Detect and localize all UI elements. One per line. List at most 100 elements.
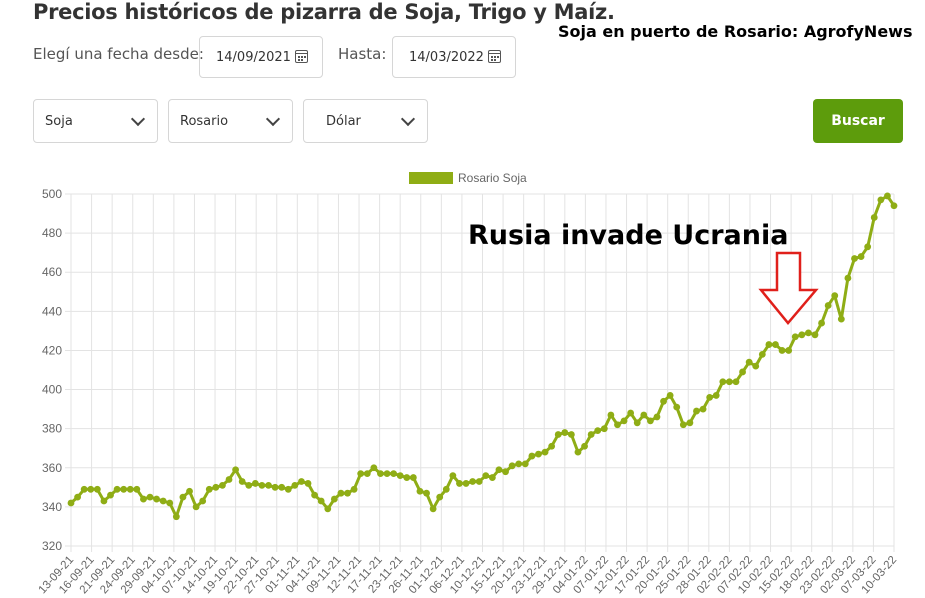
data-point [805,329,812,337]
legend-swatch [409,172,453,184]
data-point [844,274,852,282]
data-point [93,485,101,493]
data-point [831,292,839,300]
data-point [778,347,786,354]
data-point [745,358,753,366]
product-select-value: Soja [45,114,73,129]
data-point [67,499,75,507]
data-point [646,417,654,425]
data-point [535,450,542,458]
calendar-icon[interactable] [295,50,308,63]
from-date-input[interactable]: 14/09/2021 [199,36,323,78]
data-point [271,483,279,491]
series-points [67,192,898,521]
data-point [488,474,496,481]
data-point [600,425,608,433]
data-point [284,485,292,493]
data-point [140,495,147,503]
data-point [521,460,529,468]
data-point [192,503,200,511]
data-point [219,481,226,489]
chevron-down-icon [265,111,281,127]
data-point [791,333,799,341]
to-date-label: Hasta: [338,45,387,63]
price-chart: 320 340 360 380 400 420 440 460 480 500 13-09-211… [37,171,900,596]
y-tick-label: 320 [42,539,62,553]
data-point [80,485,88,493]
data-point [449,472,457,479]
data-point [87,485,95,493]
data-point [317,497,325,505]
data-point [179,493,187,501]
currency-select-value: Dólar [326,114,361,129]
data-point [278,483,286,491]
y-tick-label: 480 [42,226,62,240]
y-tick-label: 440 [42,304,62,318]
data-point [172,513,180,521]
data-point [699,405,707,413]
data-point [567,431,575,438]
y-tick-label: 340 [42,500,62,514]
data-point [232,466,240,474]
currency-select[interactable]: Dólar [303,99,428,143]
data-point [107,491,114,499]
chevron-down-icon [400,111,416,127]
port-select-value: Rosario [180,114,229,129]
chart-grid [65,193,895,552]
data-point [403,474,411,481]
data-point [205,485,213,493]
data-point [502,468,509,476]
data-point [693,407,700,415]
data-point [324,505,332,513]
data-point [653,413,661,421]
data-point [251,480,259,487]
data-point [396,472,404,479]
data-point [515,460,523,468]
calendar-icon[interactable] [488,50,501,63]
data-point [772,341,779,348]
data-point [719,378,727,386]
data-point [495,466,503,474]
data-point [258,481,266,489]
y-tick-label: 460 [42,265,62,279]
data-point [199,497,207,505]
to-date-input[interactable]: 14/03/2022 [392,36,516,78]
data-point [469,478,477,485]
data-point [330,495,338,503]
search-button[interactable]: Buscar [813,99,903,143]
data-point [765,341,773,348]
y-tick-label: 400 [42,383,62,397]
data-point [133,485,141,493]
port-select[interactable]: Rosario [168,99,293,143]
data-point [456,480,463,487]
data-point [877,196,885,204]
data-point [475,478,483,485]
y-axis: 320 340 360 380 400 420 440 460 480 500 [42,187,62,553]
data-point [686,419,694,427]
data-point [785,347,793,354]
source-note: Soja en puerto de Rosario: AgrofyNews [558,22,913,41]
data-point [416,487,424,495]
data-point [581,442,588,450]
data-point [120,485,128,493]
product-select[interactable]: Soja [33,99,158,143]
data-point [337,489,345,497]
data-point [436,493,444,501]
data-point [166,499,174,507]
data-point [508,462,516,470]
data-point [679,421,687,429]
data-point [554,431,562,438]
data-point [311,491,319,499]
data-point [409,474,417,481]
page-title: Precios históricos de pizarra de Soja, T… [33,0,615,24]
data-point [561,429,569,436]
y-tick-label: 500 [42,187,62,201]
chevron-down-icon [130,111,146,127]
from-date-value: 14/09/2021 [216,50,291,65]
data-point [837,315,845,323]
data-point [666,392,674,399]
data-point [423,489,430,497]
data-point [726,378,733,386]
legend-label: Rosario Soja [458,171,527,185]
data-point [74,493,81,501]
